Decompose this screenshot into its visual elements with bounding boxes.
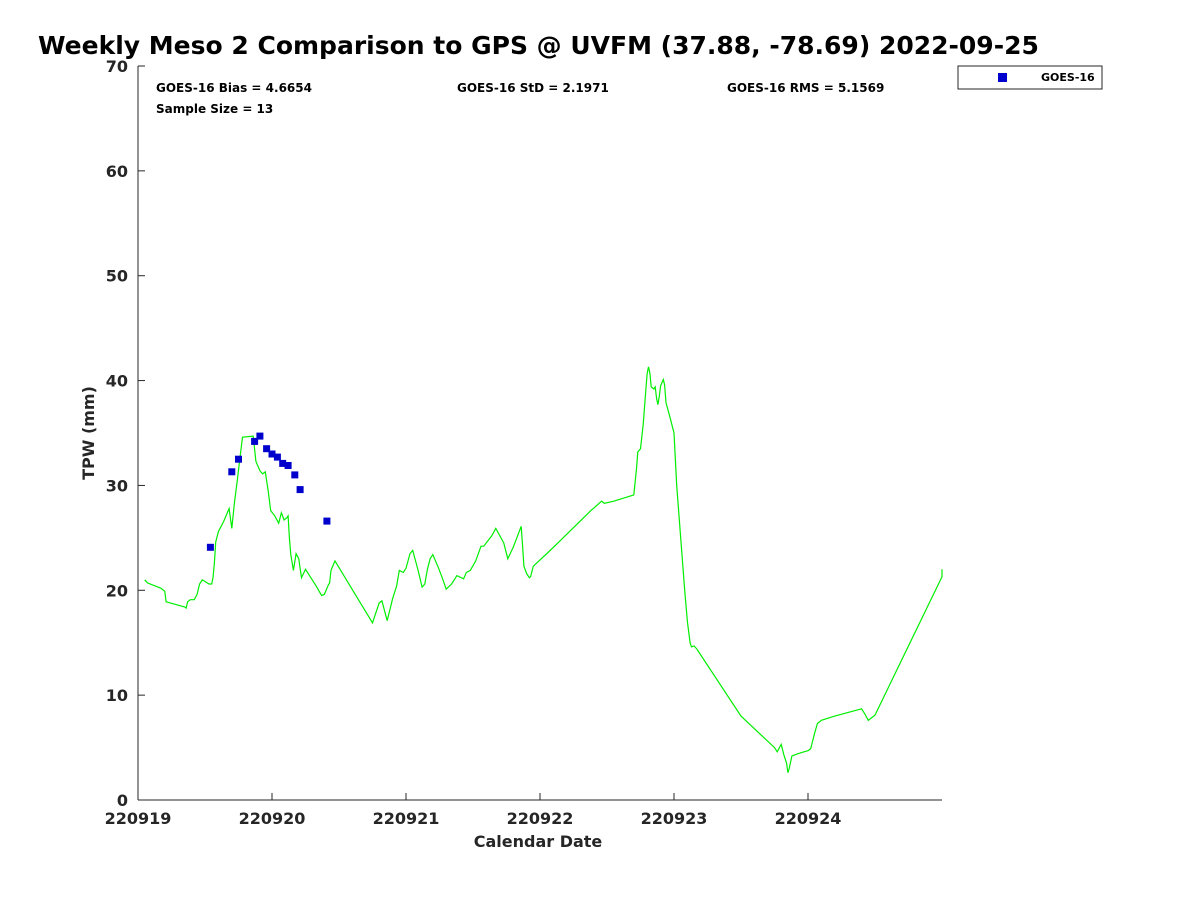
goes-16-point	[323, 517, 331, 525]
y-tick-label: 20	[106, 581, 128, 600]
plot-area	[144, 366, 943, 773]
chart-title: Weekly Meso 2 Comparison to GPS @ UVFM (…	[38, 31, 1039, 60]
x-axis-label: Calendar Date	[474, 832, 603, 851]
x-ticks: 220919 220920 220921 220922 220923 220924	[105, 793, 842, 828]
goes-16-point	[273, 453, 281, 461]
x-tick-label: 220923	[641, 809, 708, 828]
y-tick-label: 0	[117, 791, 128, 810]
goes-16-point	[279, 459, 287, 467]
stat-sample-size: Sample Size = 13	[156, 102, 273, 116]
goes-16-point	[291, 471, 299, 479]
stats-annotations: GOES-16 Bias = 4.6654 GOES-16 StD = 2.19…	[156, 81, 884, 116]
stat-bias: GOES-16 Bias = 4.6654	[156, 81, 312, 95]
legend-label-goes-16: GOES-16	[1041, 71, 1095, 84]
legend-box	[957, 65, 1103, 90]
goes-16-point	[206, 543, 214, 551]
goes-16-point	[268, 450, 276, 458]
goes-16-point	[263, 445, 271, 453]
goes-16-point	[284, 462, 292, 469]
x-tick-label: 220924	[775, 809, 842, 828]
stat-rms: GOES-16 RMS = 5.1569	[727, 81, 884, 95]
x-tick-label: 220922	[507, 809, 574, 828]
y-ticks: 0 10 20 30 40 50 60 70	[106, 57, 145, 810]
stat-std: GOES-16 StD = 2.1971	[457, 81, 609, 95]
y-tick-label: 60	[106, 162, 128, 181]
goes-16-point	[235, 455, 242, 463]
y-tick-label: 50	[106, 267, 128, 286]
y-tick-label: 10	[106, 686, 128, 705]
legend: GOES-16	[957, 65, 1103, 90]
goes-16-point	[256, 432, 264, 440]
series-goes-16-points	[206, 432, 331, 551]
y-tick-label: 40	[106, 372, 128, 391]
legend-marker-goes-16	[998, 73, 1007, 82]
y-axis-label: TPW (mm)	[79, 386, 98, 480]
series-line-gps	[144, 366, 943, 773]
x-tick-label: 220920	[239, 809, 306, 828]
goes-16-point	[251, 437, 259, 445]
y-tick-label: 70	[106, 57, 128, 76]
goes-16-point	[228, 468, 236, 476]
x-tick-label: 220919	[105, 809, 172, 828]
goes-16-point	[296, 486, 304, 494]
y-tick-label: 30	[106, 476, 128, 495]
x-tick-label: 220921	[373, 809, 440, 828]
